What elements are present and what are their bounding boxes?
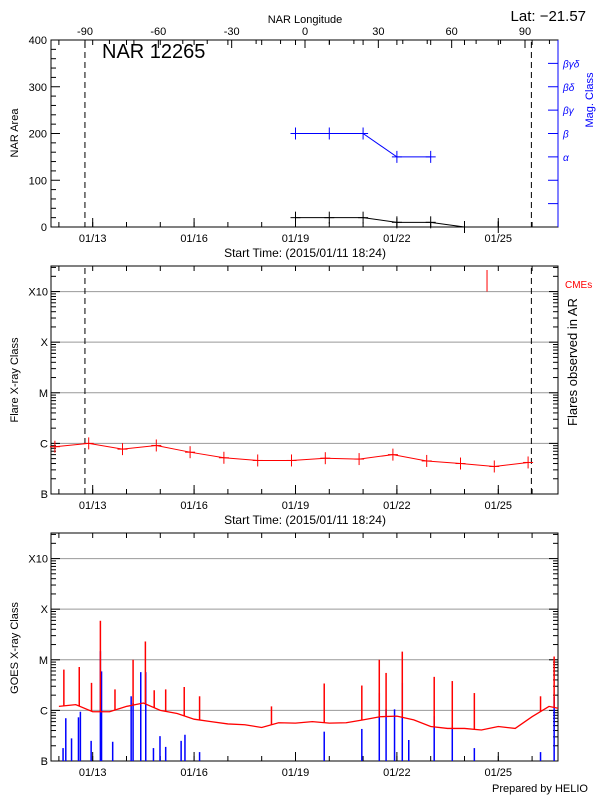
panel1-x-tick-label: 01/19 bbox=[282, 233, 310, 245]
panel2-y-tick-label: C bbox=[40, 438, 48, 450]
panel1-y2label: Mag. Class bbox=[584, 72, 596, 128]
panel2-y-tick-label: X bbox=[41, 337, 49, 349]
longitude-tick-label: 90 bbox=[519, 26, 531, 38]
panel2-x-tick-label: 01/13 bbox=[79, 500, 107, 512]
region-title: NAR 12265 bbox=[102, 41, 205, 63]
panel1-y-tick-label: 300 bbox=[29, 82, 47, 94]
panel1-x-tick-label: 01/13 bbox=[79, 233, 107, 245]
mag-class-tick-label: βγδ bbox=[562, 59, 580, 70]
goes-long-line bbox=[58, 702, 559, 731]
panel2-y2label: Flares observed in AR bbox=[565, 298, 580, 426]
cme-legend-label: CMEs bbox=[565, 280, 592, 291]
longitude-tick-label: 30 bbox=[372, 26, 384, 38]
panel2-ylabel: Flare X-ray Class bbox=[9, 337, 21, 422]
mag-class-tick-label: βδ bbox=[562, 83, 575, 94]
panel3-ylabel: GOES X-ray Class bbox=[9, 602, 21, 694]
panel1-xlabel: Start Time: (2015/01/11 18:24) bbox=[224, 246, 386, 260]
mag-class-tick-label: β bbox=[562, 130, 569, 141]
top-axis-title: NAR Longitude bbox=[268, 14, 343, 26]
credit-label: Prepared by HELIO bbox=[492, 783, 588, 795]
panel3-y-tick-label: C bbox=[40, 705, 48, 717]
panel3-y-tick-label: B bbox=[41, 756, 48, 768]
panel3-x-tick-label: 01/19 bbox=[282, 767, 310, 779]
mag-class-tick-label: α bbox=[563, 153, 569, 164]
panel1-y-tick-label: 400 bbox=[29, 35, 47, 47]
panel3-y-tick-label: M bbox=[39, 655, 48, 667]
panel3-x-tick-label: 01/13 bbox=[79, 767, 107, 779]
panel3-y-tick-label: X10 bbox=[28, 554, 48, 566]
panel1-x-tick-label: 01/16 bbox=[180, 233, 208, 245]
panel3-y-tick-label: X bbox=[41, 604, 49, 616]
panel3-x-tick-label: 01/22 bbox=[383, 767, 411, 779]
longitude-tick-label: -60 bbox=[150, 26, 166, 38]
latitude-label: Lat: −21.57 bbox=[511, 8, 586, 25]
panel1-y-tick-label: 200 bbox=[29, 129, 47, 141]
longitude-tick-label: 0 bbox=[302, 26, 308, 38]
panel2-x-tick-label: 01/19 bbox=[282, 500, 310, 512]
mag-class-tick-label: βγ bbox=[562, 106, 575, 117]
panel2-x-tick-label: 01/16 bbox=[180, 500, 208, 512]
panel1-ylabel: NAR Area bbox=[9, 108, 21, 158]
panel1-x-tick-label: 01/25 bbox=[485, 233, 513, 245]
panel2-y-tick-label: X10 bbox=[28, 287, 48, 299]
panel2-frame bbox=[50, 265, 559, 495]
panel2-x-tick-label: 01/22 bbox=[383, 500, 411, 512]
panel2-y-tick-label: B bbox=[41, 489, 48, 501]
panel3-x-tick-label: 01/16 bbox=[180, 767, 208, 779]
panel2-x-tick-label: 01/25 bbox=[485, 500, 513, 512]
panel2-xlabel: Start Time: (2015/01/11 18:24) bbox=[224, 513, 386, 527]
panel3-frame bbox=[50, 532, 559, 762]
longitude-tick-label: -90 bbox=[77, 26, 93, 38]
longitude-tick-label: 60 bbox=[446, 26, 458, 38]
panel1-y-tick-label: 100 bbox=[29, 175, 47, 187]
panel1-y-tick-label: 0 bbox=[41, 222, 47, 234]
longitude-tick-label: -30 bbox=[224, 26, 240, 38]
panel3-x-tick-label: 01/25 bbox=[485, 767, 513, 779]
panel1-x-tick-label: 01/22 bbox=[383, 233, 411, 245]
panel2-y-tick-label: M bbox=[39, 388, 48, 400]
